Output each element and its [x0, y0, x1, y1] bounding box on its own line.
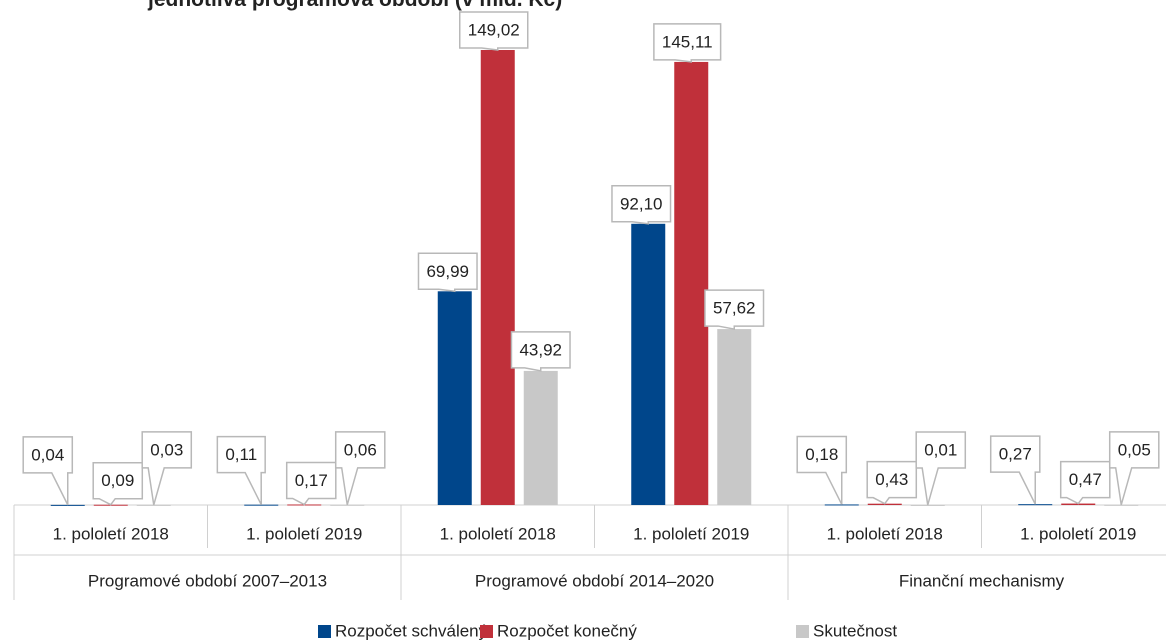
bar	[631, 223, 666, 505]
data-label: 0,03	[150, 440, 183, 459]
group-label: Finanční mechanismy	[899, 571, 1065, 590]
bar	[244, 504, 279, 506]
group-label: Programové období 2007–2013	[88, 571, 327, 590]
callout	[796, 435, 848, 505]
data-label: 92,10	[620, 194, 663, 213]
legend-swatch	[480, 625, 493, 638]
data-label: 0,18	[805, 445, 838, 464]
callout	[334, 431, 386, 506]
chart-title: jednotlivá programová období (v mld. Kč)	[147, 0, 562, 11]
data-label: 0,27	[999, 445, 1032, 464]
legend-swatch	[318, 625, 331, 638]
data-label: 0,06	[344, 440, 377, 459]
bar	[136, 504, 171, 506]
data-label: 0,01	[924, 440, 957, 459]
bar	[1018, 504, 1053, 506]
callout	[92, 461, 144, 506]
legend-label: Rozpočet konečný	[497, 621, 637, 640]
callout	[216, 435, 266, 506]
x-tick-label: 1. pololetí 2019	[246, 524, 362, 543]
data-label: 0,11	[225, 445, 257, 464]
bar	[1104, 504, 1139, 506]
bar	[50, 504, 85, 506]
callout	[510, 331, 571, 372]
data-label: 43,92	[519, 340, 562, 359]
callout	[611, 185, 672, 225]
data-label: 0,09	[101, 471, 134, 490]
x-tick-label: 1. pololetí 2018	[440, 524, 556, 543]
callout	[989, 435, 1041, 505]
bar	[330, 504, 365, 506]
legend-label: Rozpočet schválený	[335, 621, 488, 640]
bar	[523, 370, 558, 505]
x-tick-label: 1. pololetí 2019	[1020, 524, 1136, 543]
bar	[910, 504, 945, 506]
x-tick-label: 1. pololetí 2018	[827, 524, 943, 543]
callout	[1108, 431, 1160, 506]
bar	[480, 49, 515, 505]
callout	[653, 23, 722, 63]
callout	[915, 431, 967, 506]
callout	[22, 436, 74, 506]
data-label: 0,17	[295, 471, 328, 490]
data-label: 149,02	[468, 20, 520, 39]
data-label: 69,99	[426, 262, 469, 281]
data-label: 0,47	[1069, 470, 1102, 489]
callout	[459, 11, 529, 51]
bar	[437, 291, 472, 505]
callout	[704, 289, 765, 330]
bar	[824, 504, 859, 506]
legend-label: Skutečnost	[813, 621, 897, 640]
data-label: 0,04	[31, 445, 64, 464]
x-tick-label: 1. pololetí 2019	[633, 524, 749, 543]
bar	[674, 61, 709, 506]
data-label: 57,62	[713, 299, 756, 318]
group-label: Programové období 2014–2020	[475, 571, 714, 590]
callout	[417, 252, 478, 293]
callout	[141, 431, 193, 506]
data-label: 0,43	[875, 470, 908, 489]
x-tick-label: 1. pololetí 2018	[53, 524, 169, 543]
legend-swatch	[796, 625, 809, 638]
data-label: 0,05	[1118, 440, 1151, 459]
bar	[717, 329, 752, 505]
data-label: 145,11	[662, 32, 713, 51]
